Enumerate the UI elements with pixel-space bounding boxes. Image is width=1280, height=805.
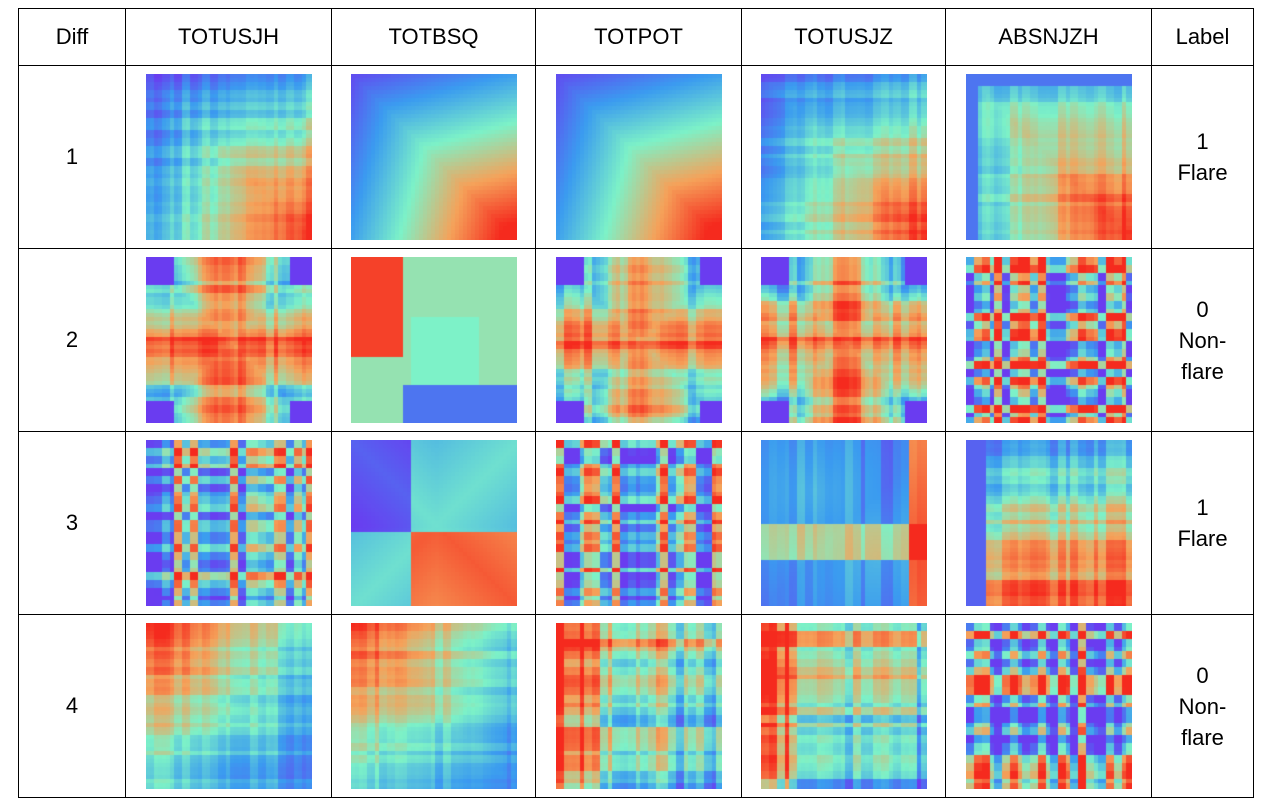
label-line: 0 <box>1196 662 1209 688</box>
label-line: Flare <box>1177 526 1228 551</box>
heatmap-totusjz <box>760 623 927 789</box>
heatmap-cell <box>125 614 332 798</box>
diff-value: 2 <box>18 248 126 432</box>
heatmap-totusjh <box>145 257 312 423</box>
heatmap-totusjz <box>760 257 927 423</box>
heatmap-totbsq <box>350 257 517 423</box>
header-totusjh: TOTUSJH <box>125 8 332 66</box>
heatmap-cell <box>945 614 1152 798</box>
heatmap-cell <box>125 65 332 249</box>
heatmap-cell <box>945 65 1152 249</box>
heatmap-totusjh <box>145 623 312 789</box>
heatmap-totpot <box>555 257 722 423</box>
label-line: flare <box>1181 724 1224 750</box>
table-row: 3 1 Flare <box>18 431 1254 615</box>
heatmap-cell <box>741 65 946 249</box>
heatmap-cell <box>331 431 536 615</box>
label-line: Non- <box>1178 693 1227 719</box>
results-table: Diff TOTUSJH TOTBSQ TOTPOT TOTUSJZ ABSNJ… <box>18 8 1254 798</box>
heatmap-cell <box>535 431 742 615</box>
heatmap-cell <box>741 431 946 615</box>
heatmap-totbsq <box>350 623 517 789</box>
header-absnjzh: ABSNJZH <box>945 8 1152 66</box>
heatmap-cell <box>741 248 946 432</box>
heatmap-totusjz <box>760 440 927 606</box>
heatmap-absnjzh <box>965 257 1132 423</box>
label-line: 0 <box>1196 296 1209 322</box>
diff-value: 1 <box>18 65 126 249</box>
heatmap-cell <box>945 431 1152 615</box>
heatmap-cell <box>125 431 332 615</box>
label-line: 1 <box>1196 495 1209 520</box>
heatmap-cell <box>535 65 742 249</box>
heatmap-cell <box>125 248 332 432</box>
heatmap-cell <box>331 248 536 432</box>
heatmap-cell <box>331 614 536 798</box>
heatmap-totusjh <box>145 74 312 240</box>
heatmap-absnjzh <box>965 74 1132 240</box>
label-value: 0 Non- flare <box>1151 614 1254 798</box>
label-line: Flare <box>1177 160 1228 185</box>
heatmap-cell <box>741 614 946 798</box>
label-line: Non- <box>1178 327 1227 353</box>
label-line: flare <box>1181 358 1224 384</box>
heatmap-cell <box>535 248 742 432</box>
heatmap-absnjzh <box>965 440 1132 606</box>
heatmap-totbsq <box>350 440 517 606</box>
heatmap-cell <box>535 614 742 798</box>
header-totpot: TOTPOT <box>535 8 742 66</box>
label-line: 1 <box>1196 129 1209 154</box>
diff-value: 3 <box>18 431 126 615</box>
table-row: 4 0 Non- flare <box>18 614 1254 798</box>
label-value: 1 Flare <box>1151 65 1254 249</box>
heatmap-absnjzh <box>965 623 1132 789</box>
heatmap-totpot <box>555 74 722 240</box>
label-value: 0 Non- flare <box>1151 248 1254 432</box>
heatmap-totpot <box>555 440 722 606</box>
header-totusjz: TOTUSJZ <box>741 8 946 66</box>
heatmap-totpot <box>555 623 722 789</box>
header-row: Diff TOTUSJH TOTBSQ TOTPOT TOTUSJZ ABSNJ… <box>18 8 1254 66</box>
header-diff: Diff <box>18 8 126 66</box>
diff-value: 4 <box>18 614 126 798</box>
label-value: 1 Flare <box>1151 431 1254 615</box>
header-label: Label <box>1151 8 1254 66</box>
table-row: 1 1 Flare <box>18 65 1254 249</box>
heatmap-cell <box>331 65 536 249</box>
heatmap-totbsq <box>350 74 517 240</box>
heatmap-totusjh <box>145 440 312 606</box>
header-totbsq: TOTBSQ <box>331 8 536 66</box>
heatmap-cell <box>945 248 1152 432</box>
table-row: 2 0 Non- flare <box>18 248 1254 432</box>
heatmap-totusjz <box>760 74 927 240</box>
